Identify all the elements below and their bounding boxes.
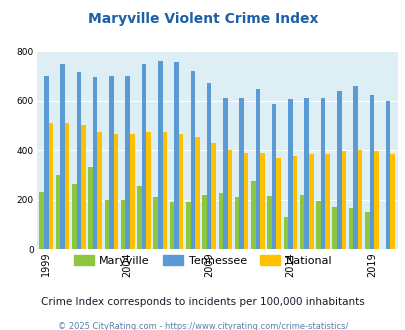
Bar	[336, 91, 341, 249]
Bar	[206, 83, 211, 249]
Bar	[113, 134, 118, 249]
Bar	[190, 71, 194, 249]
Bar	[222, 98, 227, 249]
Bar	[146, 132, 150, 249]
Bar	[364, 212, 369, 249]
Legend: Maryville, Tennessee, National: Maryville, Tennessee, National	[69, 250, 336, 270]
Bar	[320, 98, 324, 249]
Bar	[49, 123, 53, 249]
Bar	[308, 154, 313, 249]
Bar	[239, 98, 243, 249]
Bar	[153, 197, 158, 249]
Bar	[125, 76, 130, 249]
Bar	[97, 132, 102, 249]
Bar	[88, 168, 93, 249]
Bar	[121, 200, 125, 249]
Bar	[202, 195, 206, 249]
Bar	[357, 150, 362, 249]
Bar	[227, 150, 232, 249]
Bar	[104, 200, 109, 249]
Bar	[77, 72, 81, 249]
Bar	[390, 154, 394, 249]
Bar	[352, 86, 357, 249]
Bar	[194, 137, 199, 249]
Bar	[373, 151, 378, 249]
Text: Maryville Violent Crime Index: Maryville Violent Crime Index	[87, 12, 318, 25]
Bar	[332, 207, 336, 249]
Bar	[271, 104, 276, 249]
Bar	[385, 101, 390, 249]
Bar	[130, 134, 134, 249]
Bar	[348, 208, 352, 249]
Bar	[93, 77, 97, 249]
Bar	[292, 156, 296, 249]
Bar	[324, 154, 329, 249]
Bar	[81, 125, 85, 249]
Bar	[255, 89, 260, 249]
Bar	[243, 152, 248, 249]
Bar	[260, 153, 264, 249]
Bar	[266, 196, 271, 249]
Bar	[299, 195, 304, 249]
Bar	[55, 175, 60, 249]
Text: © 2025 CityRating.com - https://www.cityrating.com/crime-statistics/: © 2025 CityRating.com - https://www.city…	[58, 322, 347, 330]
Bar	[283, 217, 288, 249]
Text: Crime Index corresponds to incidents per 100,000 inhabitants: Crime Index corresponds to incidents per…	[41, 297, 364, 307]
Bar	[162, 132, 167, 249]
Bar	[211, 143, 215, 249]
Bar	[178, 134, 183, 249]
Bar	[304, 98, 308, 249]
Bar	[276, 158, 280, 249]
Bar	[65, 123, 69, 249]
Bar	[341, 151, 345, 249]
Bar	[60, 64, 65, 249]
Bar	[218, 193, 222, 249]
Bar	[39, 192, 44, 249]
Bar	[137, 186, 141, 249]
Bar	[169, 202, 174, 249]
Bar	[44, 76, 49, 249]
Bar	[369, 95, 373, 249]
Bar	[72, 183, 77, 249]
Bar	[158, 61, 162, 249]
Bar	[288, 99, 292, 249]
Bar	[141, 64, 146, 249]
Bar	[174, 62, 178, 249]
Bar	[109, 76, 113, 249]
Bar	[315, 201, 320, 249]
Bar	[250, 181, 255, 249]
Bar	[234, 197, 239, 249]
Bar	[185, 202, 190, 249]
